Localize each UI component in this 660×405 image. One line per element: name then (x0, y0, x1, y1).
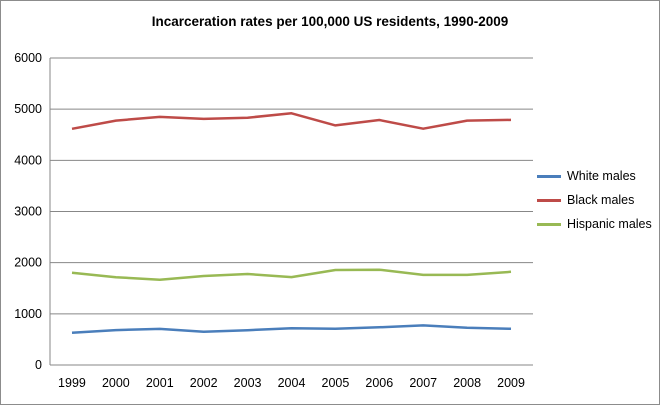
x-tick-label: 2002 (190, 376, 218, 390)
legend-label: Black males (567, 193, 635, 207)
x-tick-label: 2001 (146, 376, 174, 390)
legend-label: Hispanic males (567, 217, 652, 231)
axes (49, 58, 533, 366)
y-tick-label: 5000 (14, 102, 42, 116)
x-tick-labels: 1999 2000 2001 2002 2003 2004 2005 2006 2007 2008… (58, 376, 525, 390)
series-line-hispanic-males (71, 268, 512, 281)
x-tick-label: 1999 (58, 376, 86, 390)
legend-swatch (537, 174, 561, 178)
x-tick-label: 2009 (497, 376, 525, 390)
legend-swatch (537, 222, 561, 226)
y-tick-label: 6000 (14, 51, 42, 65)
y-tick-labels: 0 1000 2000 3000 4000 5000 6000 (14, 51, 42, 372)
x-tick-label: 2003 (234, 376, 262, 390)
y-tick-label: 1000 (14, 307, 42, 321)
series-line-white-males (71, 324, 512, 335)
series-lines (71, 112, 512, 335)
x-tick-label: 2008 (453, 376, 481, 390)
y-tick-label: 2000 (14, 256, 42, 270)
y-tick-label: 0 (35, 358, 42, 372)
series-line-black-males (71, 112, 512, 131)
gridlines (50, 57, 533, 315)
x-tick-label: 2007 (409, 376, 437, 390)
legend-swatch (537, 198, 561, 202)
x-tick-label: 2004 (278, 376, 306, 390)
legend-item-black-males: Black males (537, 188, 657, 212)
x-tick-label: 2000 (102, 376, 130, 390)
y-tick-label: 3000 (14, 205, 42, 219)
y-tick-label: 4000 (14, 153, 42, 167)
chart-title: Incarceration rates per 100,000 US resid… (151, 14, 509, 29)
legend-item-white-males: White males (537, 164, 657, 188)
legend-label: White males (567, 169, 636, 183)
legend-item-hispanic-males: Hispanic males (537, 212, 657, 236)
legend: White males Black males Hispanic males (537, 164, 657, 236)
x-tick-label: 2006 (365, 376, 393, 390)
x-tick-label: 2005 (322, 376, 350, 390)
